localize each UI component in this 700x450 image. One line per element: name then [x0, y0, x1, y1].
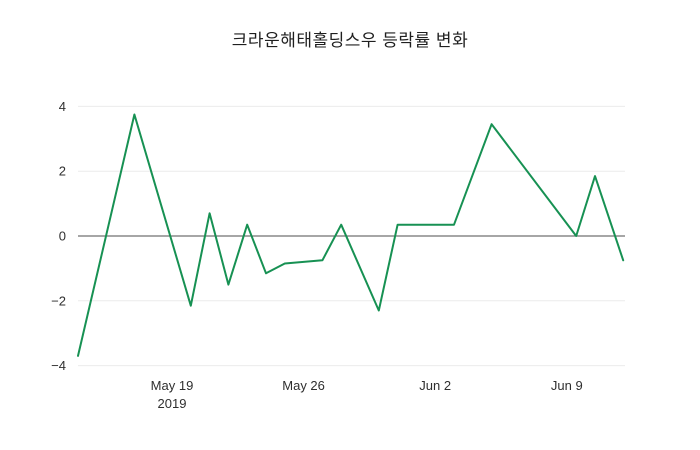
y-tick-label: 0 [59, 229, 66, 244]
y-tick-label: −2 [51, 293, 66, 308]
x-tick-label: Jun 9 [551, 378, 583, 393]
series-line [77, 113, 625, 357]
x-tick-label: May 19 [151, 378, 194, 393]
x-tick-sublabel: 2019 [158, 396, 187, 411]
y-tick-label: −4 [51, 358, 66, 373]
y-tick-label: 2 [59, 164, 66, 179]
x-tick-label: Jun 2 [419, 378, 451, 393]
x-tick-label: May 26 [282, 378, 325, 393]
chart-title: 크라운해태홀딩스우 등락률 변화 [231, 31, 469, 50]
y-tick-label: 4 [59, 99, 66, 114]
